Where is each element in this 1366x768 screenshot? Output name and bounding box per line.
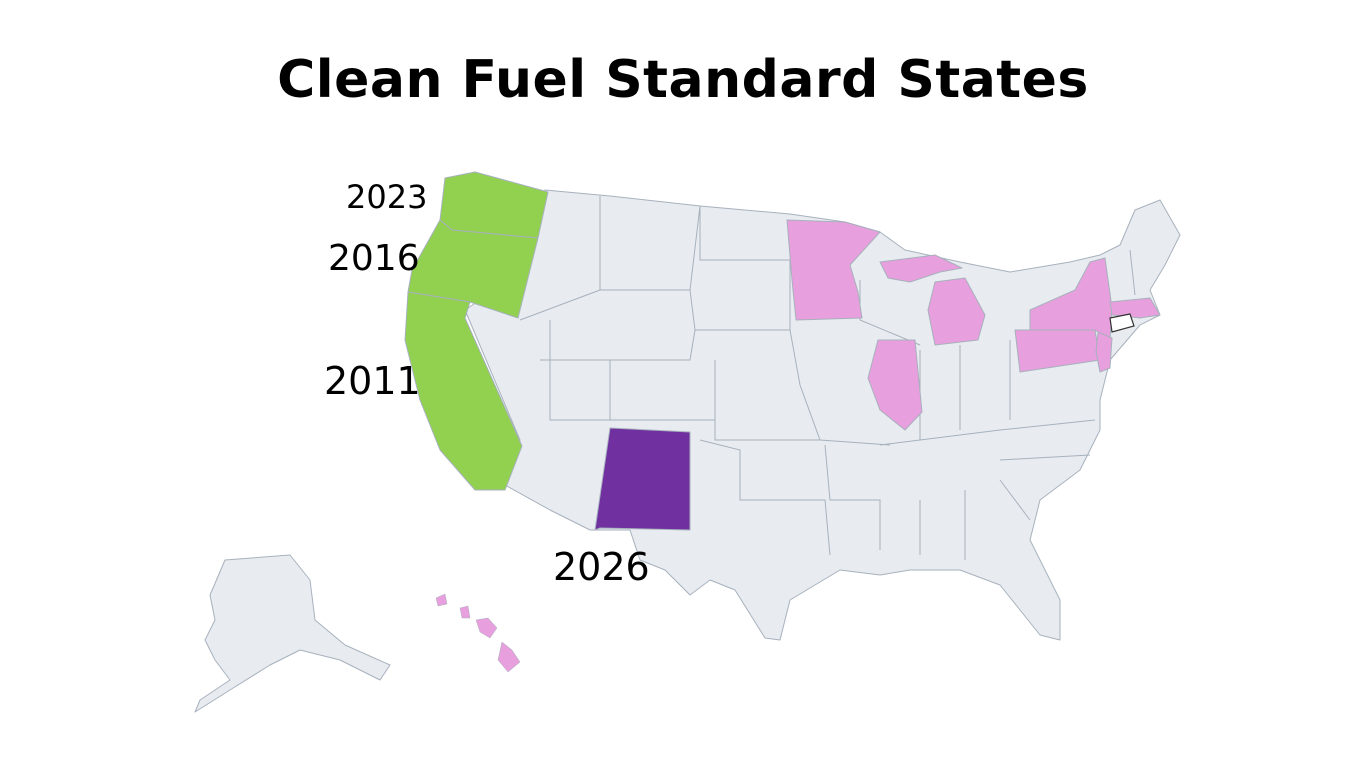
label-new-mexico-year: 2026 <box>553 545 650 589</box>
state-minnesota <box>786 219 881 321</box>
state-michigan-upper <box>879 254 963 283</box>
state-massachusetts <box>1109 297 1161 319</box>
state-washington <box>439 171 549 239</box>
state-connecticut <box>1109 313 1135 333</box>
page-title: Clean Fuel Standard States <box>277 50 1089 110</box>
state-alaska <box>194 554 391 713</box>
label-california-year: 2011 <box>324 359 421 403</box>
state-oregon <box>407 219 539 319</box>
label-oregon-year: 2016 <box>328 238 420 279</box>
state-michigan-lower <box>927 277 986 346</box>
label-washington-year: 2023 <box>346 178 427 216</box>
state-hawaii <box>435 593 521 673</box>
state-california <box>404 291 523 491</box>
state-new-mexico <box>594 427 691 531</box>
state-new-jersey <box>1095 331 1113 373</box>
state-borders <box>519 196 1136 560</box>
state-illinois <box>867 339 923 431</box>
